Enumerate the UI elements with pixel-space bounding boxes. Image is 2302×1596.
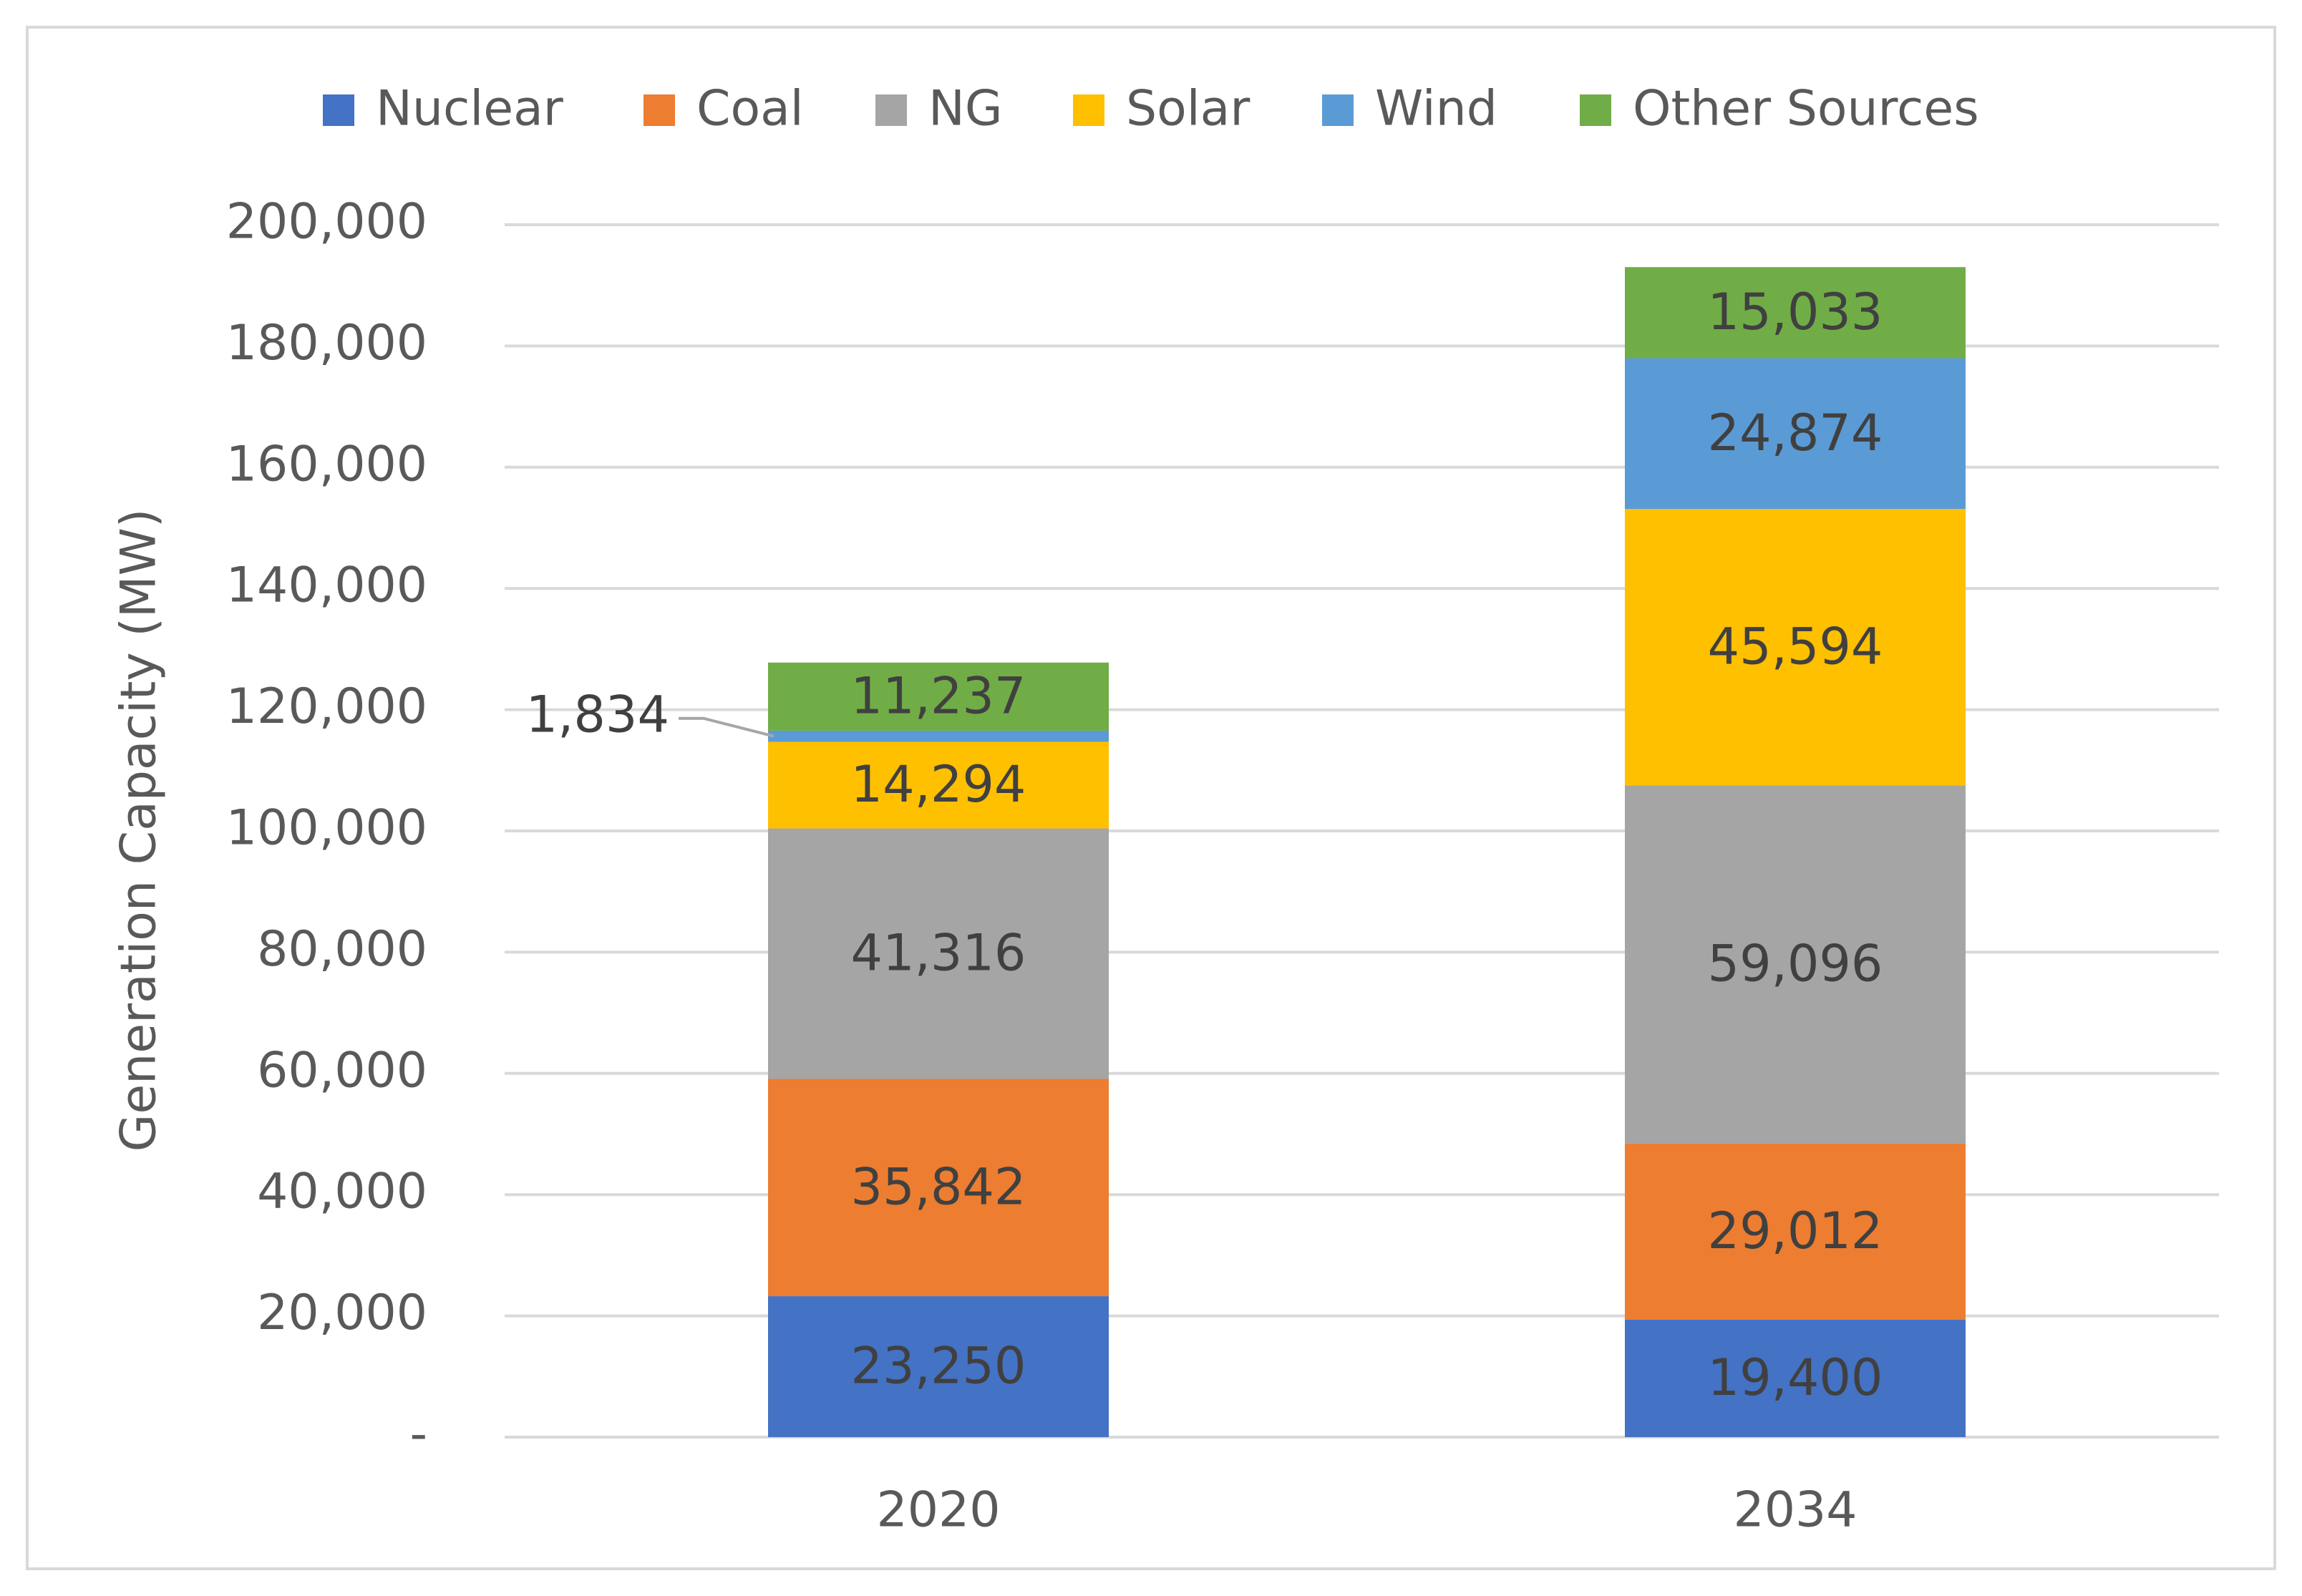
- bar-nuclear-2034: [1625, 1319, 1966, 1437]
- y-axis-tick-labels: - 20,000 40,000 60,000 80,000 100,000 120,000 1…: [226, 194, 427, 1463]
- y-tick-label: 80,000: [257, 921, 427, 978]
- data-label-ng-2020: 41,316: [851, 924, 1026, 983]
- legend-label-solar: Solar: [1126, 81, 1250, 137]
- data-label-coal-2034: 29,012: [1708, 1202, 1883, 1260]
- data-label-nuclear-2034: 19,400: [1708, 1348, 1883, 1407]
- bar-coal-2020: [768, 1079, 1109, 1297]
- y-tick-label: 60,000: [257, 1042, 427, 1099]
- y-tick-label: -: [409, 1406, 427, 1463]
- y-tick-label: 180,000: [226, 315, 427, 371]
- y-tick-label: 160,000: [226, 436, 427, 492]
- data-label-solar-2034: 45,594: [1708, 617, 1883, 676]
- bar-other-sources-2020: [768, 662, 1109, 731]
- bar-ng-2034: [1625, 785, 1966, 1144]
- x-axis-tick-labels: 2020 2034: [876, 1482, 1857, 1539]
- y-axis-title: Generation Capacity (MW): [111, 509, 167, 1152]
- legend-swatch-wind: [1322, 94, 1354, 126]
- x-tick-label: 2020: [876, 1482, 1000, 1539]
- legend-swatch-nuclear: [323, 94, 354, 126]
- y-tick-label: 200,000: [226, 194, 427, 250]
- legend-label-coal: Coal: [696, 81, 804, 137]
- data-label-wind-2034: 24,874: [1708, 404, 1883, 462]
- legend: Nuclear Coal NG Solar Wind Other Sources: [323, 81, 1979, 137]
- bar-coal-2034: [1625, 1143, 1966, 1320]
- data-labels: 23,250 35,842 41,316 14,294 1,834 11,237 19,40…: [526, 283, 1883, 1407]
- data-label-other-sources-2020: 11,237: [851, 666, 1026, 725]
- legend-label-other-sources: Other Sources: [1633, 81, 1979, 137]
- legend-swatch-ng: [875, 94, 907, 126]
- callout-leader-line: [679, 716, 774, 738]
- y-tick-label: 120,000: [226, 678, 427, 735]
- data-label-wind-2020: 1,834: [526, 686, 669, 744]
- data-label-solar-2020: 14,294: [851, 755, 1026, 814]
- data-label-coal-2020: 35,842: [851, 1157, 1026, 1216]
- bar-other-sources-2034: [1625, 267, 1966, 359]
- y-tick-label: 40,000: [257, 1164, 427, 1220]
- y-tick-label: 100,000: [226, 800, 427, 857]
- bar-solar-2034: [1625, 509, 1966, 786]
- y-tick-label: 20,000: [257, 1285, 427, 1341]
- legend-swatch-solar: [1073, 94, 1104, 126]
- x-tick-label: 2034: [1733, 1482, 1857, 1539]
- legend-label-ng: NG: [928, 81, 1003, 137]
- bar-wind-2020: [768, 730, 1109, 742]
- data-label-other-sources-2034: 15,033: [1708, 283, 1883, 341]
- bar-wind-2034: [1625, 358, 1966, 510]
- y-tick-label: 140,000: [226, 558, 427, 614]
- data-label-nuclear-2020: 23,250: [851, 1337, 1026, 1396]
- legend-swatch-other-sources: [1580, 94, 1611, 126]
- legend-label-nuclear: Nuclear: [376, 81, 563, 137]
- bar-nuclear-2020: [768, 1296, 1109, 1437]
- bar-ng-2020: [768, 828, 1109, 1079]
- bars: [768, 267, 1966, 1437]
- legend-label-wind: Wind: [1375, 81, 1497, 137]
- legend-swatch-coal: [644, 94, 675, 126]
- data-label-ng-2034: 59,096: [1708, 935, 1883, 993]
- bar-solar-2020: [768, 741, 1109, 829]
